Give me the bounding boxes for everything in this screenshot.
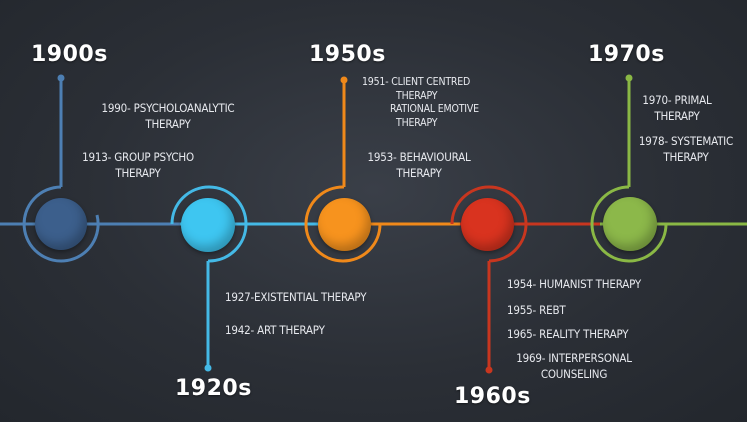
decade-label-1950s: 1950s (309, 42, 386, 67)
event-1955-rebt: 1955- REBT (507, 303, 566, 317)
event-1965-reality: 1965- REALITY THERAPY (507, 327, 629, 341)
event-line: 1978- SYSTEMATIC (638, 134, 734, 148)
event-line: THERAPY (396, 89, 438, 102)
event-line: 1953- BEHAVIOURAL (367, 150, 471, 164)
event-1953-behavioural: 1953- BEHAVIOURAL THERAPY (360, 149, 478, 181)
event-line: 1951- CLIENT CENTRED (362, 76, 471, 88)
event-line: THERAPY (396, 116, 438, 129)
event-line: THERAPY (663, 150, 709, 164)
event-line: THERAPY (145, 117, 191, 131)
event-line: 1969- INTERPERSONAL (516, 351, 632, 365)
event-1978-systematic: 1978- SYSTEMATIC THERAPY (634, 133, 738, 165)
event-line: THERAPY (115, 166, 161, 180)
decade-label-1970s: 1970s (588, 42, 665, 67)
event-line: 1913- GROUP PSYCHO (82, 150, 194, 164)
event-1954-humanist: 1954- HUMANIST THERAPY (507, 277, 641, 291)
event-1927-existential: 1927-EXISTENTIAL THERAPY (225, 290, 367, 304)
ring-1970s (590, 185, 668, 263)
event-line: 1970- PRIMAL (642, 93, 712, 107)
stem-dot-1970s (625, 74, 633, 82)
event-line: RATIONAL EMOTIVE (390, 103, 479, 115)
ring-1960s (450, 185, 528, 263)
decade-label-1920s: 1920s (175, 376, 252, 401)
event-1942-art-therapy: 1942- ART THERAPY (225, 323, 325, 337)
stem-dot-1960s (485, 366, 493, 374)
ring-1920s (170, 185, 248, 263)
event-line: 1990- PSYCHOLOANALYTIC (101, 101, 235, 115)
node-1900s (35, 198, 87, 250)
ring-1950s (304, 185, 382, 263)
stem-dot-1950s (340, 76, 348, 84)
event-1970-primal: 1970- PRIMAL THERAPY (636, 92, 718, 124)
node-1970s (603, 197, 657, 251)
node-1960s (461, 198, 514, 251)
stem-dot-1900s (57, 74, 65, 82)
event-1990-psychoanalytic: 1990- PSYCHOLOANALYTIC THERAPY (84, 100, 252, 132)
ring-1900s (22, 185, 100, 263)
event-line: THERAPY (396, 166, 442, 180)
stem-dot-1920s (204, 364, 212, 372)
event-line: COUNSELING (540, 367, 608, 381)
event-1969-interpersonal: 1969- INTERPERSONAL COUNSELING (505, 350, 643, 382)
decade-label-1960s: 1960s (454, 384, 531, 409)
event-1951-client-centred: 1951- CLIENT CENTRED THERAPY RATIONAL EM… (362, 76, 479, 130)
event-1913-group-psycho: 1913- GROUP PSYCHO THERAPY (80, 149, 196, 181)
decade-label-1900s: 1900s (31, 42, 108, 67)
node-1950s (318, 198, 371, 251)
node-1920s (181, 198, 235, 252)
event-line: THERAPY (654, 109, 700, 123)
